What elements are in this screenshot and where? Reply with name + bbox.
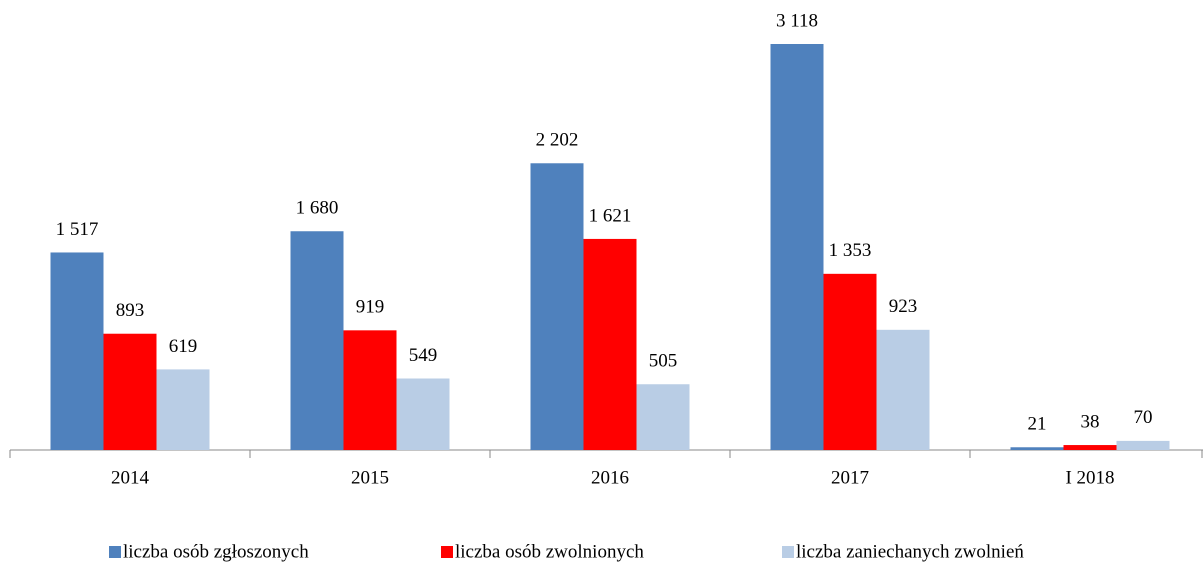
bar [343, 330, 397, 450]
bar [156, 369, 210, 450]
data-label: 923 [889, 296, 918, 317]
legend-swatch [782, 546, 794, 558]
bar [530, 163, 584, 450]
bar [1116, 440, 1170, 450]
x-tick-label: I 2018 [1065, 467, 1114, 488]
legend-label: liczba osób zwolnionych [455, 541, 644, 562]
legend-swatch [109, 546, 121, 558]
x-tick-label: 2016 [591, 467, 629, 488]
data-label: 919 [356, 297, 385, 318]
data-label: 1 621 [589, 205, 632, 226]
data-label: 549 [409, 345, 438, 366]
bar [396, 378, 450, 450]
legend-swatch [441, 546, 453, 558]
data-label: 1 517 [56, 219, 99, 240]
bar [50, 252, 104, 450]
bar [876, 329, 930, 450]
bar [103, 333, 157, 450]
legend-label: liczba zaniechanych zwolnień [796, 541, 1024, 562]
data-label: 893 [116, 300, 145, 321]
x-tick-label: 2015 [351, 467, 389, 488]
data-label: 38 [1081, 411, 1100, 432]
bar [1010, 447, 1064, 450]
x-tick-label: 2017 [831, 467, 869, 488]
bar [770, 44, 824, 450]
data-label: 2 202 [536, 130, 579, 151]
bar [636, 384, 690, 450]
bar [583, 238, 637, 450]
data-label: 619 [169, 336, 198, 357]
data-label: 1 680 [296, 198, 339, 219]
data-label: 1 353 [829, 240, 872, 261]
data-label: 505 [649, 351, 678, 372]
data-label: 3 118 [776, 10, 818, 31]
x-tick-label: 2014 [111, 467, 150, 488]
legend-label: liczba osób zgłoszonych [123, 541, 309, 562]
data-label: 70 [1134, 407, 1153, 428]
data-label: 21 [1028, 414, 1047, 435]
bar [1063, 445, 1117, 450]
bar [290, 231, 344, 450]
bar [823, 273, 877, 450]
